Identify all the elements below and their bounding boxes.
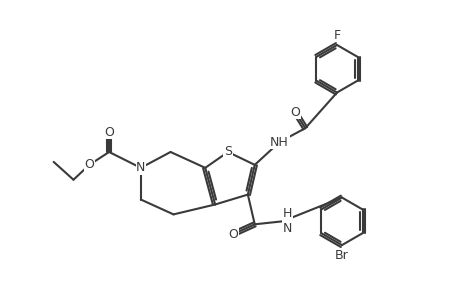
Text: S: S bbox=[224, 146, 231, 158]
Text: NH: NH bbox=[269, 136, 288, 148]
Text: O: O bbox=[84, 158, 94, 171]
Text: O: O bbox=[228, 228, 237, 241]
Text: O: O bbox=[104, 126, 114, 139]
Text: O: O bbox=[290, 106, 300, 119]
Text: Br: Br bbox=[334, 248, 348, 262]
Text: F: F bbox=[333, 28, 340, 42]
Text: H
N: H N bbox=[282, 207, 291, 235]
Text: N: N bbox=[136, 161, 145, 174]
